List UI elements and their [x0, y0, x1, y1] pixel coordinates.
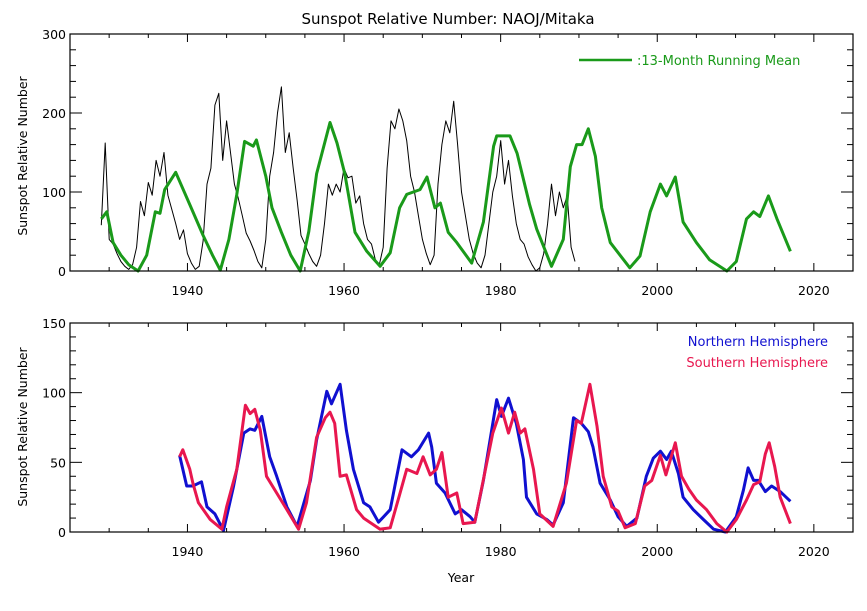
legend-label-northern: Northern Hemisphere	[688, 335, 828, 350]
x-tick-label: 1980	[485, 544, 517, 559]
bottom-y-axis-label: Sunspot Relative Number	[15, 346, 30, 506]
bottom-legend: Northern Hemisphere Southern Hemisphere	[686, 335, 828, 371]
bottom-series-group	[178, 382, 792, 534]
bottom-x-axis-label: Year	[447, 570, 475, 585]
x-tick-label: 2000	[641, 544, 673, 559]
top-axis-ticks: 1940 1960 1980 2000 2020 0 100 200 300	[42, 27, 854, 298]
y-tick-label: 0	[58, 525, 66, 540]
y-tick-label: 50	[50, 455, 66, 470]
x-tick-label: 2020	[798, 283, 830, 298]
top-legend: :13-Month Running Mean	[579, 54, 800, 69]
y-tick-label: 100	[42, 185, 66, 200]
top-series-group	[100, 86, 792, 273]
bottom-plot-frame	[69, 322, 854, 533]
y-tick-label: 200	[42, 106, 66, 121]
x-tick-label: 2000	[641, 283, 673, 298]
x-tick-label: 1940	[172, 283, 204, 298]
x-tick-label: 2020	[798, 544, 830, 559]
y-tick-label: 100	[42, 386, 66, 401]
x-tick-label: 1960	[328, 283, 360, 298]
chart-title: Sunspot Relative Number: NAOJ/Mitaka	[301, 10, 594, 28]
series-line-southern-hemisphere	[178, 382, 792, 534]
y-tick-label: 300	[42, 27, 66, 42]
bottom-axis-ticks: 1940 1960 1980 2000 2020 0 50 100 150	[42, 316, 854, 559]
series-line-13-month-running-mean	[100, 121, 792, 273]
series-line-northern-hemisphere	[178, 382, 792, 534]
series-line-monthly-sunspot-number	[100, 86, 576, 272]
x-tick-label: 1940	[172, 544, 204, 559]
bottom-panel-hemispheres: Sunspot Relative Number Year 1940 1960 198…	[15, 316, 854, 585]
legend-label-southern: Southern Hemisphere	[686, 356, 828, 371]
legend-label-running-mean: :13-Month Running Mean	[637, 54, 800, 69]
top-plot-frame	[69, 33, 854, 272]
top-panel-sunspot-number: Sunspot Relative Number 1940 1960 1980 2000…	[15, 27, 854, 298]
y-tick-label: 0	[58, 264, 66, 279]
x-tick-label: 1960	[328, 544, 360, 559]
top-y-axis-label: Sunspot Relative Number	[15, 75, 30, 235]
y-tick-label: 150	[42, 316, 66, 331]
x-tick-label: 1980	[485, 283, 517, 298]
